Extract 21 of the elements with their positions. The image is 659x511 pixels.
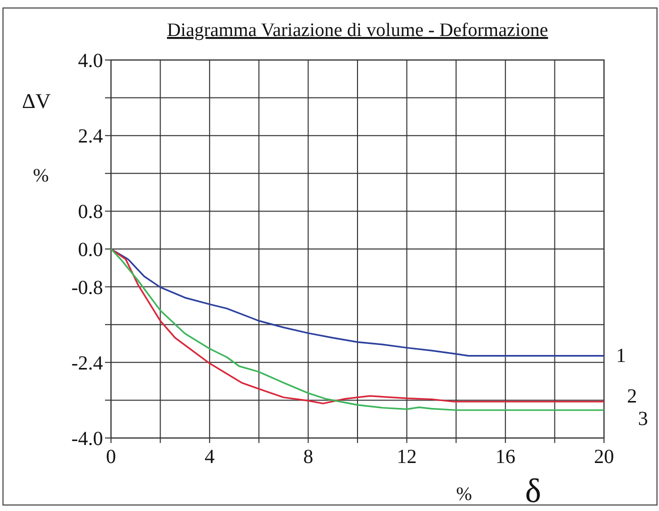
x-tick-label: 4 — [204, 446, 215, 468]
y-tick-label: 2.4 — [78, 126, 103, 148]
y-tick-label: -4.0 — [71, 428, 103, 450]
series-label: 2 — [627, 386, 637, 408]
x-tick-label: 12 — [396, 446, 417, 468]
y-tick-label: -2.4 — [71, 352, 103, 374]
y-tick-label: 4.0 — [78, 50, 103, 72]
x-tick-label: 20 — [594, 446, 614, 468]
y-tick-label: 0.0 — [78, 239, 103, 261]
x-axis-title: δ — [525, 473, 542, 510]
y-axis-title: ΔV — [22, 88, 51, 113]
series-label: 1 — [616, 344, 626, 367]
x-tick-label: 0 — [106, 446, 116, 468]
y-tick-label: 0.8 — [78, 201, 103, 224]
series-label: 3 — [638, 408, 648, 430]
chart-title: Diagramma Variazione di volume - Deformazione — [166, 20, 548, 41]
text: % — [33, 165, 49, 186]
x-tick-label: 8 — [303, 446, 314, 468]
text: % — [456, 484, 472, 505]
y-tick-label: -0.8 — [71, 276, 103, 299]
x-tick-label: 16 — [495, 446, 516, 468]
